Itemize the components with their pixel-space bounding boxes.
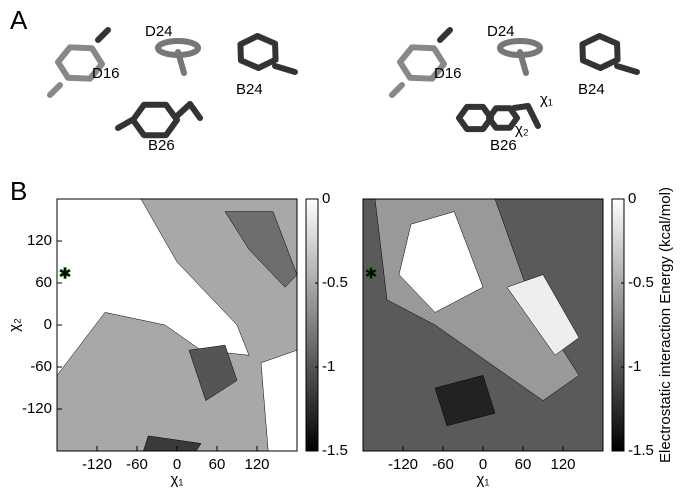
y-tick-label: 0 [44, 316, 52, 333]
x-axis-label: χ₁ [171, 471, 184, 488]
x-tick-label: 120 [244, 456, 269, 473]
structures: D16 D24 B24 B26 D16 D24 B24 B26 χ₁ χ₂ [47, 23, 640, 154]
y-tick-label: 60 [35, 274, 52, 291]
angle-label: χ₂ [515, 121, 529, 138]
plots: -120 -60 0 60 120-120-60060120χ₁χ₂✱0-0.5-1-1… [6, 187, 674, 488]
colorbar-tick-label: 0 [628, 190, 636, 207]
y-tick-label: -120 [22, 400, 52, 417]
ring [130, 101, 180, 139]
colorbar-label: Electrostatic interaction Energy (kcal/m… [657, 187, 674, 463]
colorbar [611, 198, 625, 452]
x-tick-label: -120 [82, 456, 112, 473]
residue-label: D24 [145, 23, 173, 40]
residue-label: B24 [578, 81, 605, 98]
y-tick-label: -60 [30, 358, 52, 375]
angle-label: χ₁ [540, 91, 553, 108]
y-tick-label: 120 [27, 232, 52, 249]
panel-label: A [10, 5, 28, 35]
residue-label: B26 [490, 137, 517, 154]
colorbar-tick-label: 0 [322, 190, 330, 207]
ring [237, 33, 279, 71]
x-tick-label: 0 [479, 456, 487, 473]
x-tick-label: -120 [388, 456, 418, 473]
colorbar-tick-label: -1 [322, 358, 335, 375]
residue-label: D16 [92, 65, 120, 82]
x-axis-label: χ₁ [477, 471, 490, 488]
x-tick-label: 120 [550, 456, 575, 473]
contour-plot: -120 -60 0 60 120 χ₁ ✱ 0 -0.5 -1 -1.5 Electrostatic… [362, 187, 674, 488]
contour-plot: -120 -60 0 60 120 -120 -60 0 60 120 χ₁ χ₂ ✱ 0 -0.5 -1 -1… [6, 190, 348, 488]
bond [187, 101, 203, 121]
colorbar-tick-label: -1.5 [322, 442, 348, 459]
residue-label: B24 [236, 81, 263, 98]
bond [95, 27, 111, 43]
x-tick-label: -60 [126, 456, 148, 473]
bond [175, 49, 187, 76]
x-tick-label: 60 [515, 456, 532, 473]
colorbar-tick-label: -1.5 [628, 442, 654, 459]
contour-region [434, 375, 496, 427]
colorbar-tick-label: -1 [628, 358, 641, 375]
bond [437, 27, 453, 43]
contour-region [188, 344, 238, 401]
bond [614, 63, 640, 75]
residue-label: B26 [148, 137, 175, 154]
x-tick-label: 0 [173, 456, 181, 473]
ring [456, 103, 494, 133]
marker: ✱ [59, 266, 72, 283]
bond [517, 49, 529, 76]
bond [272, 63, 298, 75]
residue-label: D24 [487, 23, 515, 40]
ring [55, 44, 105, 82]
colorbar [305, 198, 319, 452]
bond [115, 117, 135, 131]
colorbar-tick-label: -0.5 [322, 274, 348, 291]
ring [397, 44, 447, 82]
panel-label: B [10, 176, 27, 206]
contour-region [224, 211, 298, 288]
x-tick-label: 60 [209, 456, 226, 473]
marker: ✱ [365, 266, 378, 283]
ring [579, 33, 621, 71]
bond [525, 103, 541, 129]
contour-region [398, 211, 484, 313]
y-axis-label: χ₂ [6, 318, 23, 332]
contour-region [506, 274, 580, 356]
ring [486, 105, 520, 131]
bond [389, 82, 405, 98]
x-tick-label: -60 [432, 456, 454, 473]
bond [47, 82, 63, 98]
residue-label: D16 [434, 65, 462, 82]
colorbar-tick-label: -0.5 [628, 274, 654, 291]
